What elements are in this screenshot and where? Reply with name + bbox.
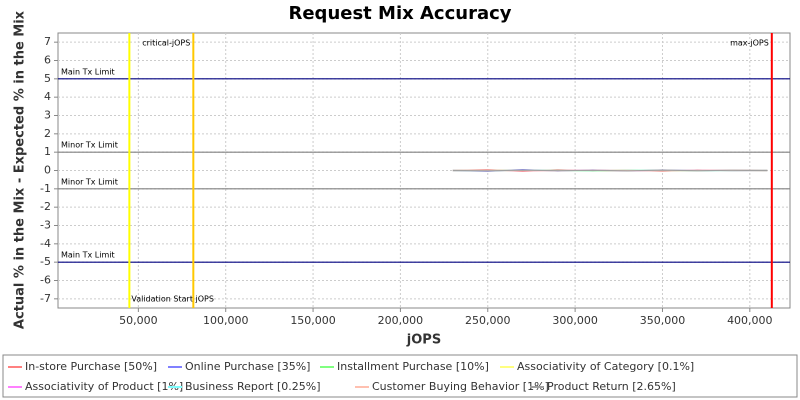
y-tick-label: 5 [44,72,51,85]
y-tick-label: -4 [40,237,51,250]
x-tick-label: 400,000 [727,314,773,327]
limit-label: Minor Tx Limit [61,141,118,150]
y-tick-label: -7 [40,292,51,305]
x-tick-label: 250,000 [465,314,511,327]
legend-label: Installment Purchase [10%] [337,360,489,373]
marker-label: Validation Start jOPS [131,295,214,304]
y-axis-label: Actual % in the Mix - Expected % in the … [13,10,28,329]
y-tick-label: -5 [40,255,51,268]
x-tick-label: 150,000 [290,314,336,327]
x-tick-label: 100,000 [203,314,249,327]
legend-label: In-store Purchase [50%] [25,360,157,373]
legend [2,354,798,398]
limit-label: Main Tx Limit [61,251,115,260]
y-tick-label: 1 [44,145,51,158]
x-axis-label: jOPS [406,333,441,348]
chart-title: Request Mix Accuracy [288,3,511,24]
x-tick-label: 350,000 [640,314,686,327]
legend-label: Customer Buying Behavior [1%] [372,380,549,393]
y-tick-label: 2 [44,127,51,140]
y-tick-label: 7 [44,35,51,48]
x-tick-label: 50,000 [119,314,158,327]
y-tick-label: -6 [40,274,51,287]
y-tick-label: -3 [40,219,51,232]
y-tick-label: 6 [44,54,51,67]
marker-label: critical-jOPS [142,39,190,48]
marker-label: max-jOPS [730,39,769,48]
y-tick-label: 4 [44,90,51,103]
series-line [452,169,768,172]
legend-label: Product Return [2.65%] [547,380,676,393]
limit-label: Main Tx Limit [61,67,115,76]
legend-label: Online Purchase [35%] [185,360,310,373]
legend-label: Business Report [0.25%] [185,380,321,393]
legend-label: Associativity of Category [0.1%] [517,360,694,373]
x-tick-label: 200,000 [378,314,424,327]
y-tick-label: -2 [40,200,51,213]
limit-label: Minor Tx Limit [61,177,118,186]
y-tick-label: 0 [44,164,51,177]
x-tick-label: 300,000 [552,314,598,327]
y-tick-label: -1 [40,182,51,195]
legend-label: Associativity of Product [1%] [25,380,183,393]
y-tick-label: 3 [44,109,51,122]
